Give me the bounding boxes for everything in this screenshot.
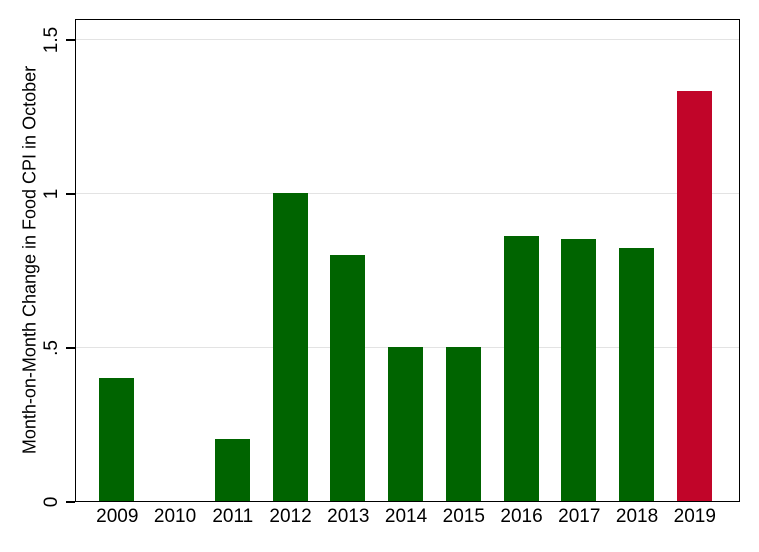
x-tick-label-2015: 2015 <box>442 506 485 527</box>
x-tick-label-2013: 2013 <box>327 506 370 527</box>
y-axis-title: Month-on-Month Change in Food CPI in Oct… <box>19 65 40 455</box>
y-tick-label-1: 1 <box>41 188 62 200</box>
bar-2014 <box>388 347 424 501</box>
x-tick-label-2012: 2012 <box>269 506 312 527</box>
y-tick-label-1.5: 1.5 <box>41 26 62 54</box>
bar-2011 <box>214 439 250 501</box>
bar-2016 <box>503 236 539 501</box>
y-tick-label-0: 0 <box>41 496 62 508</box>
bar-2019 <box>676 91 712 501</box>
gridline-1 <box>76 192 739 195</box>
bar-2018 <box>619 248 655 501</box>
plot-area <box>75 19 740 502</box>
x-tick-label-2018: 2018 <box>615 506 659 527</box>
bar-2013 <box>330 254 366 501</box>
gridline-1.5 <box>76 38 739 41</box>
y-tick-1.5 <box>66 39 75 41</box>
x-tick-label-2009: 2009 <box>96 506 139 527</box>
y-tick-.5 <box>66 347 75 349</box>
x-tick-label-2014: 2014 <box>384 506 428 527</box>
bar-2009 <box>99 377 135 501</box>
bar-2015 <box>445 347 481 501</box>
bar-2012 <box>272 193 308 501</box>
x-tick-label-2019: 2019 <box>673 506 716 527</box>
x-tick-label-2010: 2010 <box>153 506 197 527</box>
x-tick-label-2011: 2011 <box>212 506 254 527</box>
y-tick-label-.5: .5 <box>41 340 62 356</box>
bar-2017 <box>561 239 597 501</box>
x-tick-label-2016: 2016 <box>500 506 543 527</box>
x-tick-label-2017: 2017 <box>558 506 601 527</box>
y-tick-0 <box>66 501 75 503</box>
y-tick-1 <box>66 193 75 195</box>
